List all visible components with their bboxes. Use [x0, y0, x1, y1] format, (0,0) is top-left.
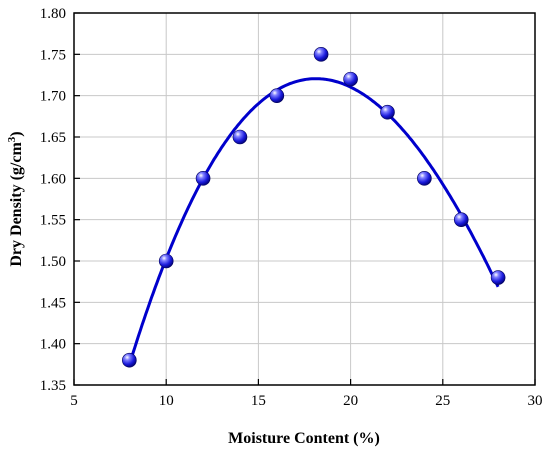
data-markers: [122, 47, 506, 368]
fit-curve: [127, 77, 500, 366]
y-tick-label: 1.70: [40, 89, 66, 105]
x-axis-title: Moisture Content (%): [228, 430, 380, 447]
y-axis-title-tail: ): [8, 131, 25, 136]
x-tick-labels: 5 10 15 20 25 30: [70, 393, 542, 409]
y-tick-label: 1.65: [40, 130, 66, 146]
data-point: [343, 71, 358, 87]
y-tick-label: 1.45: [40, 295, 66, 311]
y-tick-label: 1.60: [40, 171, 66, 187]
y-tick-label: 1.55: [40, 213, 66, 229]
y-tick-label: 1.75: [40, 47, 66, 63]
data-point: [417, 171, 432, 186]
data-point: [195, 171, 211, 186]
x-tick-label: 5: [70, 393, 78, 409]
plot-area-background: [74, 13, 535, 385]
y-axis-title: Dry Density (g/cm3): [6, 131, 25, 266]
x-tick-label: 25: [435, 393, 450, 409]
y-axis-title-sup: 3: [6, 136, 18, 142]
data-point: [158, 253, 174, 269]
y-axis-title-main: Dry Density (g/cm: [8, 142, 25, 267]
data-point: [122, 352, 137, 368]
data-point: [490, 270, 506, 285]
x-tick-label: 20: [343, 393, 358, 409]
data-point: [380, 104, 395, 120]
data-point: [232, 129, 248, 145]
x-tick-label: 15: [251, 393, 266, 409]
y-tick-labels: 1.35 1.40 1.45 1.50 1.55 1.60 1.65 1.70 1.75 1.80: [40, 6, 66, 394]
x-tick-label: 30: [528, 393, 543, 409]
y-tick-label: 1.40: [40, 337, 66, 353]
y-tick-label: 1.80: [40, 6, 66, 22]
plot-frame: [73, 12, 536, 386]
y-tick-label: 1.35: [40, 378, 66, 394]
data-point: [269, 88, 285, 103]
data-point: [313, 47, 329, 62]
y-tick-label: 1.50: [40, 254, 66, 270]
data-point: [453, 212, 469, 227]
x-tick-label: 10: [159, 393, 174, 409]
